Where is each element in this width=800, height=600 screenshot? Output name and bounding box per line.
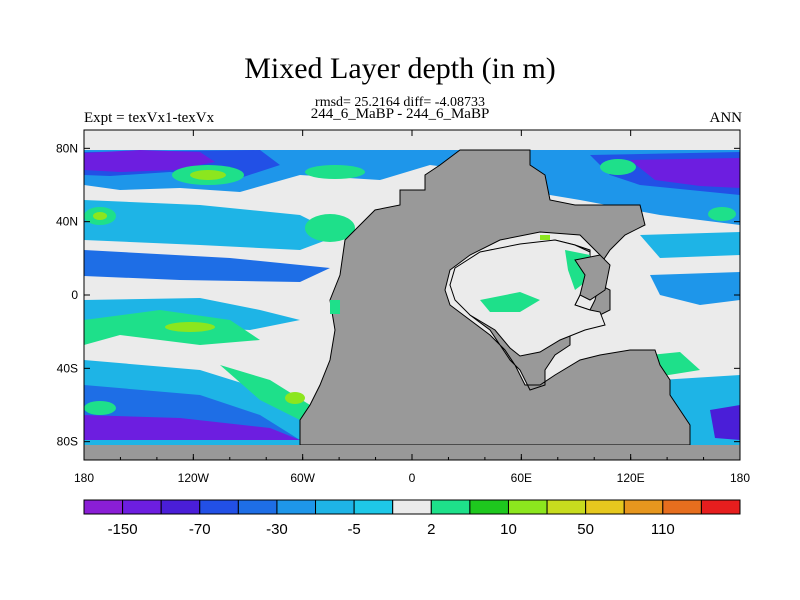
y-tick-label: 80N — [56, 141, 78, 155]
x-tick-label: 120W — [178, 471, 210, 485]
colorbar-box — [469, 499, 509, 515]
colorbar-box — [392, 499, 432, 515]
green-patch-40n-east — [708, 207, 736, 221]
colorbar-box — [315, 499, 355, 515]
colorbar-box — [662, 499, 702, 515]
yellow-patch-north-pacific — [190, 170, 226, 180]
stats-line: rmsd= 25.2164 diff= -4.08733 — [315, 95, 485, 110]
yellow-patch-40n — [93, 212, 107, 220]
x-tick-label: 180 — [74, 471, 94, 485]
tethys-island — [574, 254, 611, 301]
colorbar-box — [507, 499, 548, 515]
colorbar-box — [546, 499, 587, 515]
east-pacific-band-2 — [650, 272, 740, 305]
y-tick-label: 80S — [57, 435, 78, 449]
colorbar-label: -150 — [108, 521, 138, 538]
x-tick-label: 0 — [409, 471, 416, 485]
southern-ocean-deep — [84, 415, 300, 440]
y-tick-label: 40S — [57, 361, 78, 375]
colorbar-box — [430, 499, 471, 515]
tethys-yellow-spot — [540, 235, 550, 240]
x-tick-label: 180 — [730, 471, 750, 485]
north-midlat-band-2 — [84, 250, 330, 282]
colorbar-box — [353, 499, 394, 515]
colorbar-box — [623, 499, 664, 515]
colorbar-label: -30 — [266, 521, 288, 538]
colorbar-box — [122, 499, 162, 515]
green-patch-central-pacific — [305, 214, 355, 242]
southern-ocean-green — [220, 365, 310, 420]
arctic-east-deep — [630, 158, 740, 188]
x-tick-label: 60E — [511, 471, 532, 485]
colorbar-label: 50 — [577, 521, 594, 538]
colorbar-label: -70 — [189, 521, 211, 538]
tethys-green — [480, 292, 540, 312]
colorbar-label: -5 — [347, 521, 360, 538]
yellow-patch-southern — [285, 392, 305, 404]
colorbar: -150 -70 -30 -5 2 10 50 110 — [83, 499, 741, 538]
colorbar-label: 2 — [427, 521, 435, 538]
east-pacific-band — [640, 232, 740, 258]
land-south-africa-patch — [84, 445, 740, 460]
colorbar-box — [199, 499, 239, 515]
colorbar-box — [160, 499, 201, 515]
x-tick-label: 60W — [290, 471, 315, 485]
yellow-patch-south-pacific — [165, 322, 215, 332]
north-pacific-deep — [84, 150, 215, 172]
y-tick-label: 0 — [71, 288, 78, 302]
plot-subtitle: 244_6_MaBP - 244_6_MaBP — [310, 106, 490, 122]
colorbar-label: 110 — [651, 521, 675, 538]
colorbar-box — [585, 499, 625, 515]
y-tick-label: 40N — [56, 215, 78, 229]
x-tick-label: 120E — [617, 471, 645, 485]
experiment-label: Expt = texVx1-texVx — [84, 110, 215, 126]
north-midlat-band — [84, 200, 340, 250]
southern-indian-deep — [710, 405, 740, 440]
colorbar-box — [700, 499, 741, 515]
colorbar-box — [83, 499, 124, 515]
green-patch-south-west — [84, 401, 116, 415]
colorbar-box — [237, 499, 278, 515]
green-patch-atlantic-north — [305, 165, 365, 179]
map-axes: 180 120W 60W 0 60E 120E 180 80N 40N 0 40S 80S — [56, 130, 750, 485]
colorbar-label: 10 — [500, 521, 517, 538]
green-spot-west-coast — [330, 300, 340, 314]
green-patch-siberia — [600, 159, 636, 175]
map-field — [84, 130, 740, 460]
season-label: ANN — [709, 110, 743, 126]
colorbar-box — [276, 499, 317, 515]
plot-title: Mixed Layer depth (in m) — [244, 52, 556, 85]
